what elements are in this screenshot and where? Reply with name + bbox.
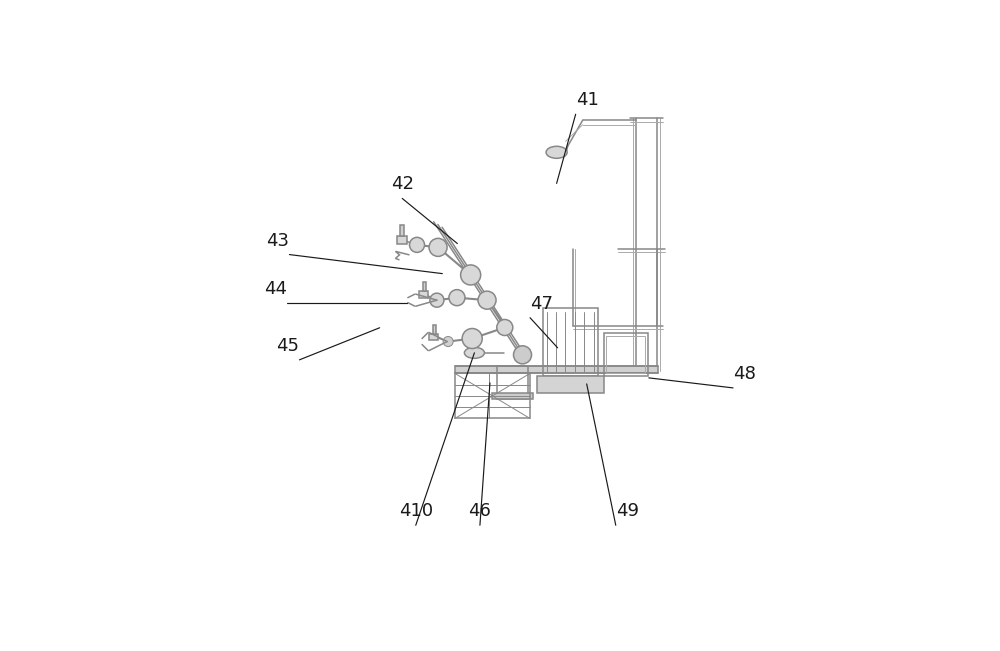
Text: 46: 46 bbox=[468, 502, 491, 520]
Text: 48: 48 bbox=[733, 365, 756, 383]
Text: 45: 45 bbox=[276, 337, 299, 355]
Bar bbox=[604, 333, 648, 376]
Bar bbox=[497, 367, 528, 399]
Circle shape bbox=[429, 238, 447, 256]
Bar bbox=[455, 367, 658, 374]
Bar bbox=[423, 282, 426, 290]
Bar bbox=[455, 374, 530, 419]
Bar bbox=[606, 336, 645, 374]
Bar bbox=[429, 333, 438, 340]
Bar bbox=[400, 225, 404, 236]
Bar bbox=[433, 326, 436, 333]
Circle shape bbox=[497, 320, 513, 335]
Text: 44: 44 bbox=[264, 280, 287, 298]
Circle shape bbox=[430, 293, 444, 307]
Text: 47: 47 bbox=[530, 295, 553, 312]
Bar bbox=[537, 376, 604, 393]
Circle shape bbox=[462, 329, 482, 348]
Circle shape bbox=[449, 290, 465, 306]
Text: 410: 410 bbox=[399, 502, 433, 520]
Ellipse shape bbox=[546, 146, 567, 158]
Circle shape bbox=[443, 337, 453, 346]
Circle shape bbox=[514, 346, 532, 364]
Text: 41: 41 bbox=[576, 91, 599, 109]
Circle shape bbox=[461, 265, 481, 285]
Bar bbox=[419, 290, 428, 298]
Text: 43: 43 bbox=[266, 232, 289, 249]
Circle shape bbox=[409, 238, 425, 253]
Ellipse shape bbox=[464, 347, 484, 358]
Circle shape bbox=[478, 291, 496, 309]
Bar bbox=[543, 308, 598, 376]
Text: 42: 42 bbox=[391, 175, 414, 193]
Text: 49: 49 bbox=[616, 502, 639, 520]
Bar bbox=[397, 236, 407, 244]
Bar bbox=[492, 393, 533, 399]
